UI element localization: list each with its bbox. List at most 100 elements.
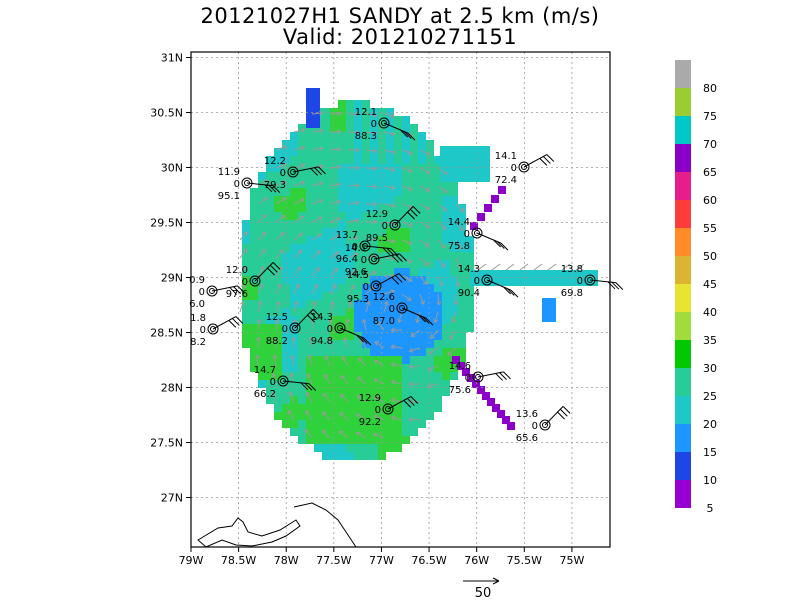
station-value-mid: 0 — [464, 229, 470, 240]
station-value-bottom: 66.2 — [254, 389, 276, 400]
colorbar-swatch — [675, 256, 691, 284]
station-value-bottom: 65.6 — [516, 433, 538, 444]
station-value-mid: 0 — [361, 255, 367, 266]
station-value-bottom: 88.2 — [266, 336, 288, 347]
coastline — [197, 502, 357, 547]
lat-tick-label: 30.5N — [150, 107, 183, 120]
colorbar-label: 5 — [707, 502, 714, 515]
lon-tick-label: 76W — [464, 554, 489, 567]
colorbar-swatch — [675, 368, 691, 396]
station-value-top: 12.1 — [355, 107, 377, 118]
station-value-bottom: 75.8 — [448, 241, 470, 252]
colorbar-label: 40 — [703, 306, 717, 319]
station-value-top: 13.8 — [561, 264, 583, 275]
station-value-top: 0.9 — [189, 275, 205, 286]
station-value-mid: 0 — [511, 163, 517, 174]
lat-tick-label: 29.5N — [150, 217, 183, 230]
colorbar-label: 10 — [703, 474, 717, 487]
colorbar-swatch — [675, 172, 691, 200]
colorbar-label: 55 — [703, 222, 717, 235]
station-value-mid: 0 — [199, 287, 205, 298]
station-value-bottom: 79.3 — [264, 180, 286, 191]
station-value-mid: 0 — [352, 242, 358, 253]
station-value-top: 14.5 — [347, 270, 369, 281]
colorbar-label: 35 — [703, 334, 717, 347]
colorbar-label: 45 — [703, 278, 717, 291]
station-value-bottom: 90.4 — [458, 288, 480, 299]
station-marker: 1.808.2 — [190, 313, 244, 348]
station-value-bottom: 92.6 — [345, 267, 367, 278]
colorbar-label: 65 — [703, 166, 717, 179]
station-value-top: 12.0 — [226, 265, 248, 276]
lat-tick-label: 27.5N — [150, 437, 183, 450]
station-value-top: 13.7 — [336, 230, 358, 241]
lon-tick-label: 78.5W — [221, 554, 256, 567]
station-marker: 0.906.0 — [189, 275, 245, 310]
colorbar-swatch — [675, 116, 691, 144]
colorbar: 80 75 70 65 60 55 50 45 40 35 30 25 20 15 10 5 — [675, 60, 717, 515]
map-title: 20121027H1 SANDY at 2.5 km (m/s) — [200, 4, 600, 28]
colorbar-label: 80 — [703, 82, 717, 95]
station-value-bottom: 88.3 — [355, 131, 377, 142]
station-value-mid: 0 — [282, 324, 288, 335]
station-value-bottom: 95.3 — [347, 294, 369, 305]
station-value-bottom: 89.5 — [366, 233, 388, 244]
lon-tick-label: 79W — [179, 554, 204, 567]
station-value-top: 12.9 — [366, 209, 388, 220]
station-value-top: 14.3 — [458, 264, 480, 275]
colorbar-label: 60 — [703, 194, 717, 207]
station-value-bottom: 94.8 — [311, 336, 333, 347]
colorbar-swatch — [675, 452, 691, 480]
station-value-top: 14.7 — [254, 365, 276, 376]
station-value-bottom: 72.4 — [495, 175, 517, 186]
lat-tick-label: 28N — [161, 382, 183, 395]
station-value-mid: 0 — [363, 282, 369, 293]
map-frame — [190, 51, 611, 548]
station-value-mid: 0 — [234, 179, 240, 190]
colorbar-swatch — [675, 284, 691, 312]
map-axes: 79W 78.5W 78W 77.5W 77W 76.5W 76W 75.5W 75W 27N 27… — [150, 52, 584, 568]
station-value-bottom: 6.0 — [189, 299, 205, 310]
station-value-mid: 0 — [532, 421, 538, 432]
lon-tick-label: 77W — [369, 554, 394, 567]
lat-tick-label: 29N — [161, 272, 183, 285]
colorbar-label: 25 — [703, 390, 717, 403]
map-valid-time: Valid: 201210271151 — [282, 25, 518, 49]
lon-tick-label: 75.5W — [507, 554, 542, 567]
scale-arrow: 50 — [463, 577, 500, 600]
station-value-bottom: 96.4 — [336, 254, 358, 265]
station-value-top: 12.6 — [373, 292, 395, 303]
colorbar-swatch — [675, 480, 691, 508]
station-value-top: 11.9 — [218, 167, 240, 178]
colorbar-label: 50 — [703, 250, 717, 263]
station-value-top: 14.4 — [448, 217, 470, 228]
colorbar-swatch — [675, 312, 691, 340]
station-value-mid: 0 — [280, 168, 286, 179]
station-value-top: 14.3 — [311, 312, 333, 323]
station-value-top: 13.6 — [516, 409, 538, 420]
station-value-bottom: 97.6 — [226, 289, 248, 300]
colorbar-swatch — [675, 340, 691, 368]
lon-tick-label: 75W — [559, 554, 584, 567]
colorbar-swatch — [675, 396, 691, 424]
station-value-mid: 0 — [242, 277, 248, 288]
station-value-mid: 0 — [382, 221, 388, 232]
station-value-mid: 0 — [474, 276, 480, 287]
station-value-top: 12.2 — [264, 156, 286, 167]
station-value-mid: 0 — [389, 304, 395, 315]
dropsonde-stations: 12.1088.311.9095.112.2079.314.1072.412.9… — [189, 107, 624, 444]
station-value-bottom: 8.2 — [190, 337, 206, 348]
lat-tick-label: 28.5N — [150, 327, 183, 340]
